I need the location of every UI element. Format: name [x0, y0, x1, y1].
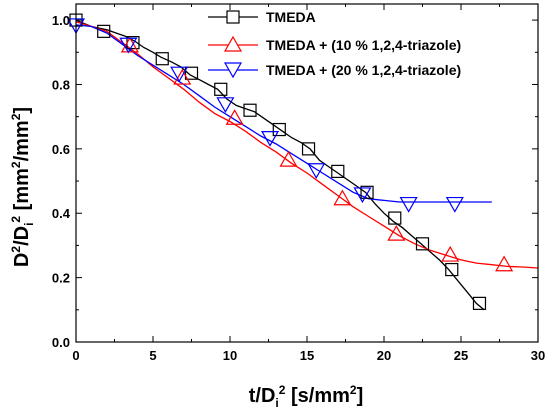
data-point-s2: [216, 97, 235, 113]
x-tick-label: 25: [454, 348, 468, 363]
data-point-s0: [272, 122, 286, 137]
x-axis-label: t/Di2 [s/mm2]: [249, 383, 364, 410]
y-axis-label: D2/Di2 [mm2/mm2]: [9, 107, 36, 267]
plot-area: [66, 13, 539, 311]
legend-item-20pct: TMEDA + (20 % 1,2,4-triazole): [208, 62, 461, 79]
x-tick-label: 5: [149, 348, 156, 363]
y-tick-label: 0.8: [52, 77, 70, 92]
data-point-s0: [155, 52, 169, 66]
x-tick-label: 0: [72, 348, 79, 363]
data-point-s1: [495, 255, 514, 272]
data-point-s2: [353, 187, 372, 204]
y-tick-label: 1.0: [52, 13, 70, 28]
data-point-s2: [399, 196, 418, 213]
series-line-2: [75, 24, 492, 203]
data-point-s0: [445, 262, 459, 277]
data-point-s1: [279, 150, 298, 167]
data-point-s1: [387, 224, 406, 241]
data-point-s2: [119, 37, 138, 54]
data-point-s0: [331, 164, 345, 178]
legend-label-20pct: TMEDA + (20 % 1,2,4-triazole): [266, 62, 461, 78]
x-tick-label: 30: [531, 348, 545, 363]
data-point-s1: [173, 68, 192, 85]
data-point-s0: [97, 24, 111, 38]
data-point-s2: [307, 163, 326, 179]
axes: 0 5 10 15 20 25 30 0.0 0.2 0.4 0.6 0.8 1.0: [52, 3, 545, 363]
legend-item-10pct: TMEDA + (10 % 1,2,4-triazole): [208, 35, 461, 53]
legend: TMEDA TMEDA + (10 % 1,2,4-triazole) TMED…: [208, 9, 461, 79]
legend-marker-square: [226, 10, 240, 24]
y-tick-label: 0.6: [52, 142, 70, 157]
data-point-s0: [360, 185, 374, 199]
data-point-s2: [170, 66, 189, 83]
series-line-1: [75, 21, 539, 269]
legend-label-10pct: TMEDA + (10 % 1,2,4-triazole): [266, 37, 461, 53]
legend-label-tmeda: TMEDA: [266, 9, 316, 25]
data-point-s2: [445, 196, 464, 213]
data-point-s1: [120, 36, 139, 53]
x-tick-label: 10: [223, 348, 237, 363]
data-point-s0: [301, 142, 316, 156]
data-point-s0: [214, 82, 228, 96]
data-point-s0: [415, 237, 430, 251]
data-point-s1: [225, 109, 244, 125]
data-point-s0: [184, 66, 199, 80]
legend-marker-triangle-down: [223, 62, 243, 79]
data-point-s1: [441, 245, 460, 262]
data-point-s0: [243, 103, 257, 117]
data-point-s0: [388, 211, 402, 225]
data-point-s0: [472, 296, 487, 310]
legend-item-tmeda: TMEDA: [208, 9, 316, 25]
x-tick-label: 15: [300, 348, 314, 363]
y-tick-label: 0.4: [52, 206, 71, 221]
y-tick-label: 0.0: [52, 335, 70, 350]
x-tick-label: 20: [377, 348, 391, 363]
legend-marker-triangle-up: [223, 35, 243, 52]
y-tick-label: 0.2: [52, 271, 70, 286]
data-point-s2: [261, 130, 280, 147]
data-point-s1: [333, 189, 352, 206]
